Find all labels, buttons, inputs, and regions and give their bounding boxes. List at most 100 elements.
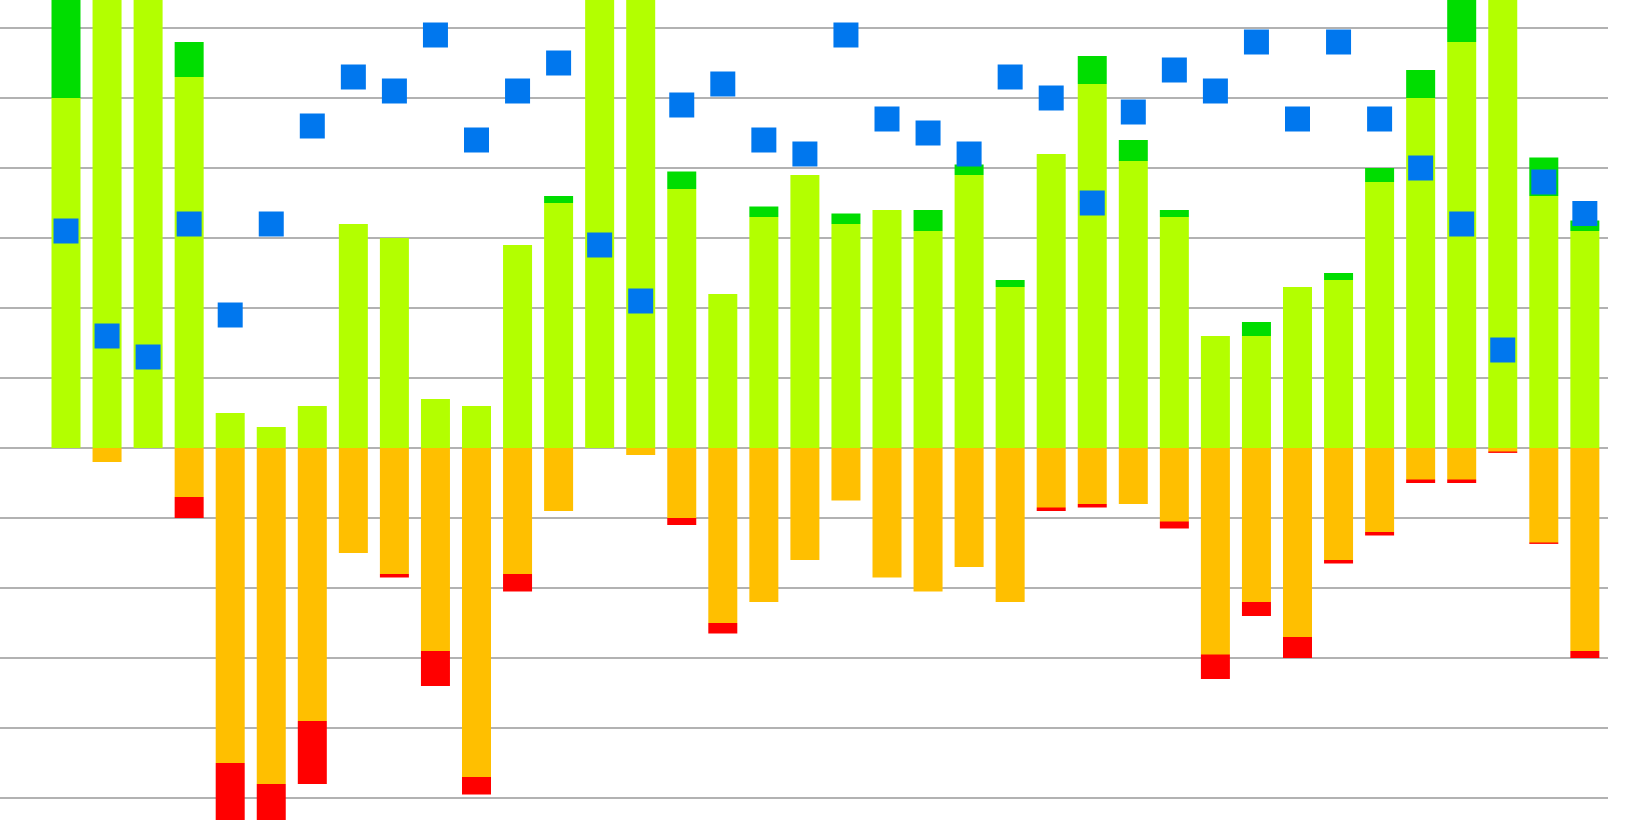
bar-segment-orange (420, 448, 450, 651)
bar-segment-light-green (1200, 336, 1230, 448)
marker-point (1161, 57, 1187, 83)
marker-point (135, 344, 161, 370)
marker-point (669, 92, 695, 118)
bar-segment-red (1447, 479, 1477, 483)
bar-segment-red (1406, 479, 1436, 483)
bar-segment-orange (297, 448, 327, 721)
bar-segment-light-green (1118, 161, 1148, 448)
bar-segment-dark-green (544, 196, 574, 203)
bar-segment-dark-green (1365, 168, 1395, 182)
bar-segment-light-green (133, 0, 163, 448)
bar-segment-light-green (544, 203, 574, 448)
bar-segment-light-green (995, 287, 1025, 448)
bar-segment-light-green (1406, 98, 1436, 448)
marker-point (422, 22, 448, 48)
bar-segment-red (667, 518, 697, 525)
bar-segment-light-green (1324, 280, 1354, 448)
bar-segment-light-green (626, 0, 656, 448)
bar-segment-dark-green (913, 210, 943, 231)
bar-segment-dark-green (1077, 56, 1107, 84)
marker-point (1120, 99, 1146, 125)
bar-segment-orange (667, 448, 697, 518)
bar-segment-red (1077, 504, 1107, 508)
marker-point (299, 113, 325, 139)
bar-segment-light-green (297, 406, 327, 448)
bar-segment-red (379, 574, 409, 578)
bar-segment-dark-green (749, 206, 779, 217)
bar-segment-orange (995, 448, 1025, 602)
marker-point (751, 127, 777, 153)
marker-point (833, 22, 859, 48)
bar-segment-orange (790, 448, 820, 560)
marker-point (956, 141, 982, 167)
bar-segment-light-green (708, 294, 738, 448)
marker-point (792, 141, 818, 167)
bar-segment-red (256, 784, 286, 820)
bar-segment-light-green (92, 0, 122, 448)
bar-segment-dark-green (954, 164, 984, 175)
marker-point (1243, 29, 1269, 55)
bar-segment-orange (1283, 448, 1312, 637)
marker-point (1531, 169, 1557, 195)
marker-point (53, 218, 79, 244)
marker-point (1285, 106, 1310, 132)
marker-point (915, 120, 941, 146)
marker-point (1490, 337, 1516, 363)
bar-segment-orange (215, 448, 245, 763)
bar-segment-red (215, 763, 245, 820)
marker-point (1572, 201, 1598, 226)
bar-segment-red (1488, 451, 1518, 453)
bar-segment-light-green (462, 406, 491, 448)
marker-point (587, 232, 613, 258)
bar-segment-orange (626, 448, 656, 455)
bar-segment-red (1200, 654, 1230, 679)
bar-segment-light-green (954, 175, 984, 448)
bar-segment-red (1036, 507, 1066, 511)
bar-segment-orange (92, 448, 122, 462)
bar-segment-red (1241, 602, 1271, 616)
bar-segment-dark-green (1118, 140, 1148, 161)
bar-segment-red (462, 777, 491, 795)
bar-segment-red (1159, 521, 1189, 529)
bar-segment-orange (1570, 448, 1600, 651)
marker-point (874, 106, 900, 132)
bar-segment-light-green (1570, 231, 1600, 448)
marker-point (258, 211, 284, 237)
bar-segment-orange (1324, 448, 1354, 560)
bar-segment-light-green (1365, 182, 1395, 448)
bar-segment-orange (1118, 448, 1148, 504)
bar-segment-light-green (790, 175, 820, 448)
bar-segment-red (1365, 532, 1395, 536)
marker-point (546, 50, 572, 76)
bar-segment-red (420, 651, 450, 686)
bar-segment-orange (462, 448, 491, 777)
bar-segment-orange (1406, 448, 1436, 480)
bar-segment-orange (1241, 448, 1271, 602)
bar-segment-light-green (420, 399, 450, 448)
bar-segment-orange (1365, 448, 1395, 532)
marker-point (217, 302, 243, 328)
marker-point (505, 78, 531, 104)
bar-segment-light-green (51, 98, 81, 448)
marker-point (1202, 78, 1228, 104)
marker-point (628, 288, 654, 314)
bar-segment-red (1324, 560, 1354, 564)
marker-point (1326, 29, 1352, 55)
bar-segment-orange (913, 448, 943, 592)
bar-segment-dark-green (174, 42, 204, 77)
bar-segment-orange (544, 448, 574, 511)
bar-segment-orange (503, 448, 533, 574)
marker-point (381, 78, 407, 104)
marker-point (1449, 211, 1475, 237)
bar-segment-dark-green (1447, 0, 1477, 43)
bar-segment-dark-green (1159, 210, 1189, 217)
bar-segment-red (1283, 637, 1312, 658)
markers (53, 22, 1598, 370)
bar-segment-red (503, 574, 533, 592)
bar-segment-orange (338, 448, 368, 553)
marker-point (1408, 155, 1434, 181)
bar-segment-orange (1036, 448, 1066, 508)
bar-segment-light-green (379, 238, 409, 448)
bar-segment-light-green (1036, 154, 1066, 448)
